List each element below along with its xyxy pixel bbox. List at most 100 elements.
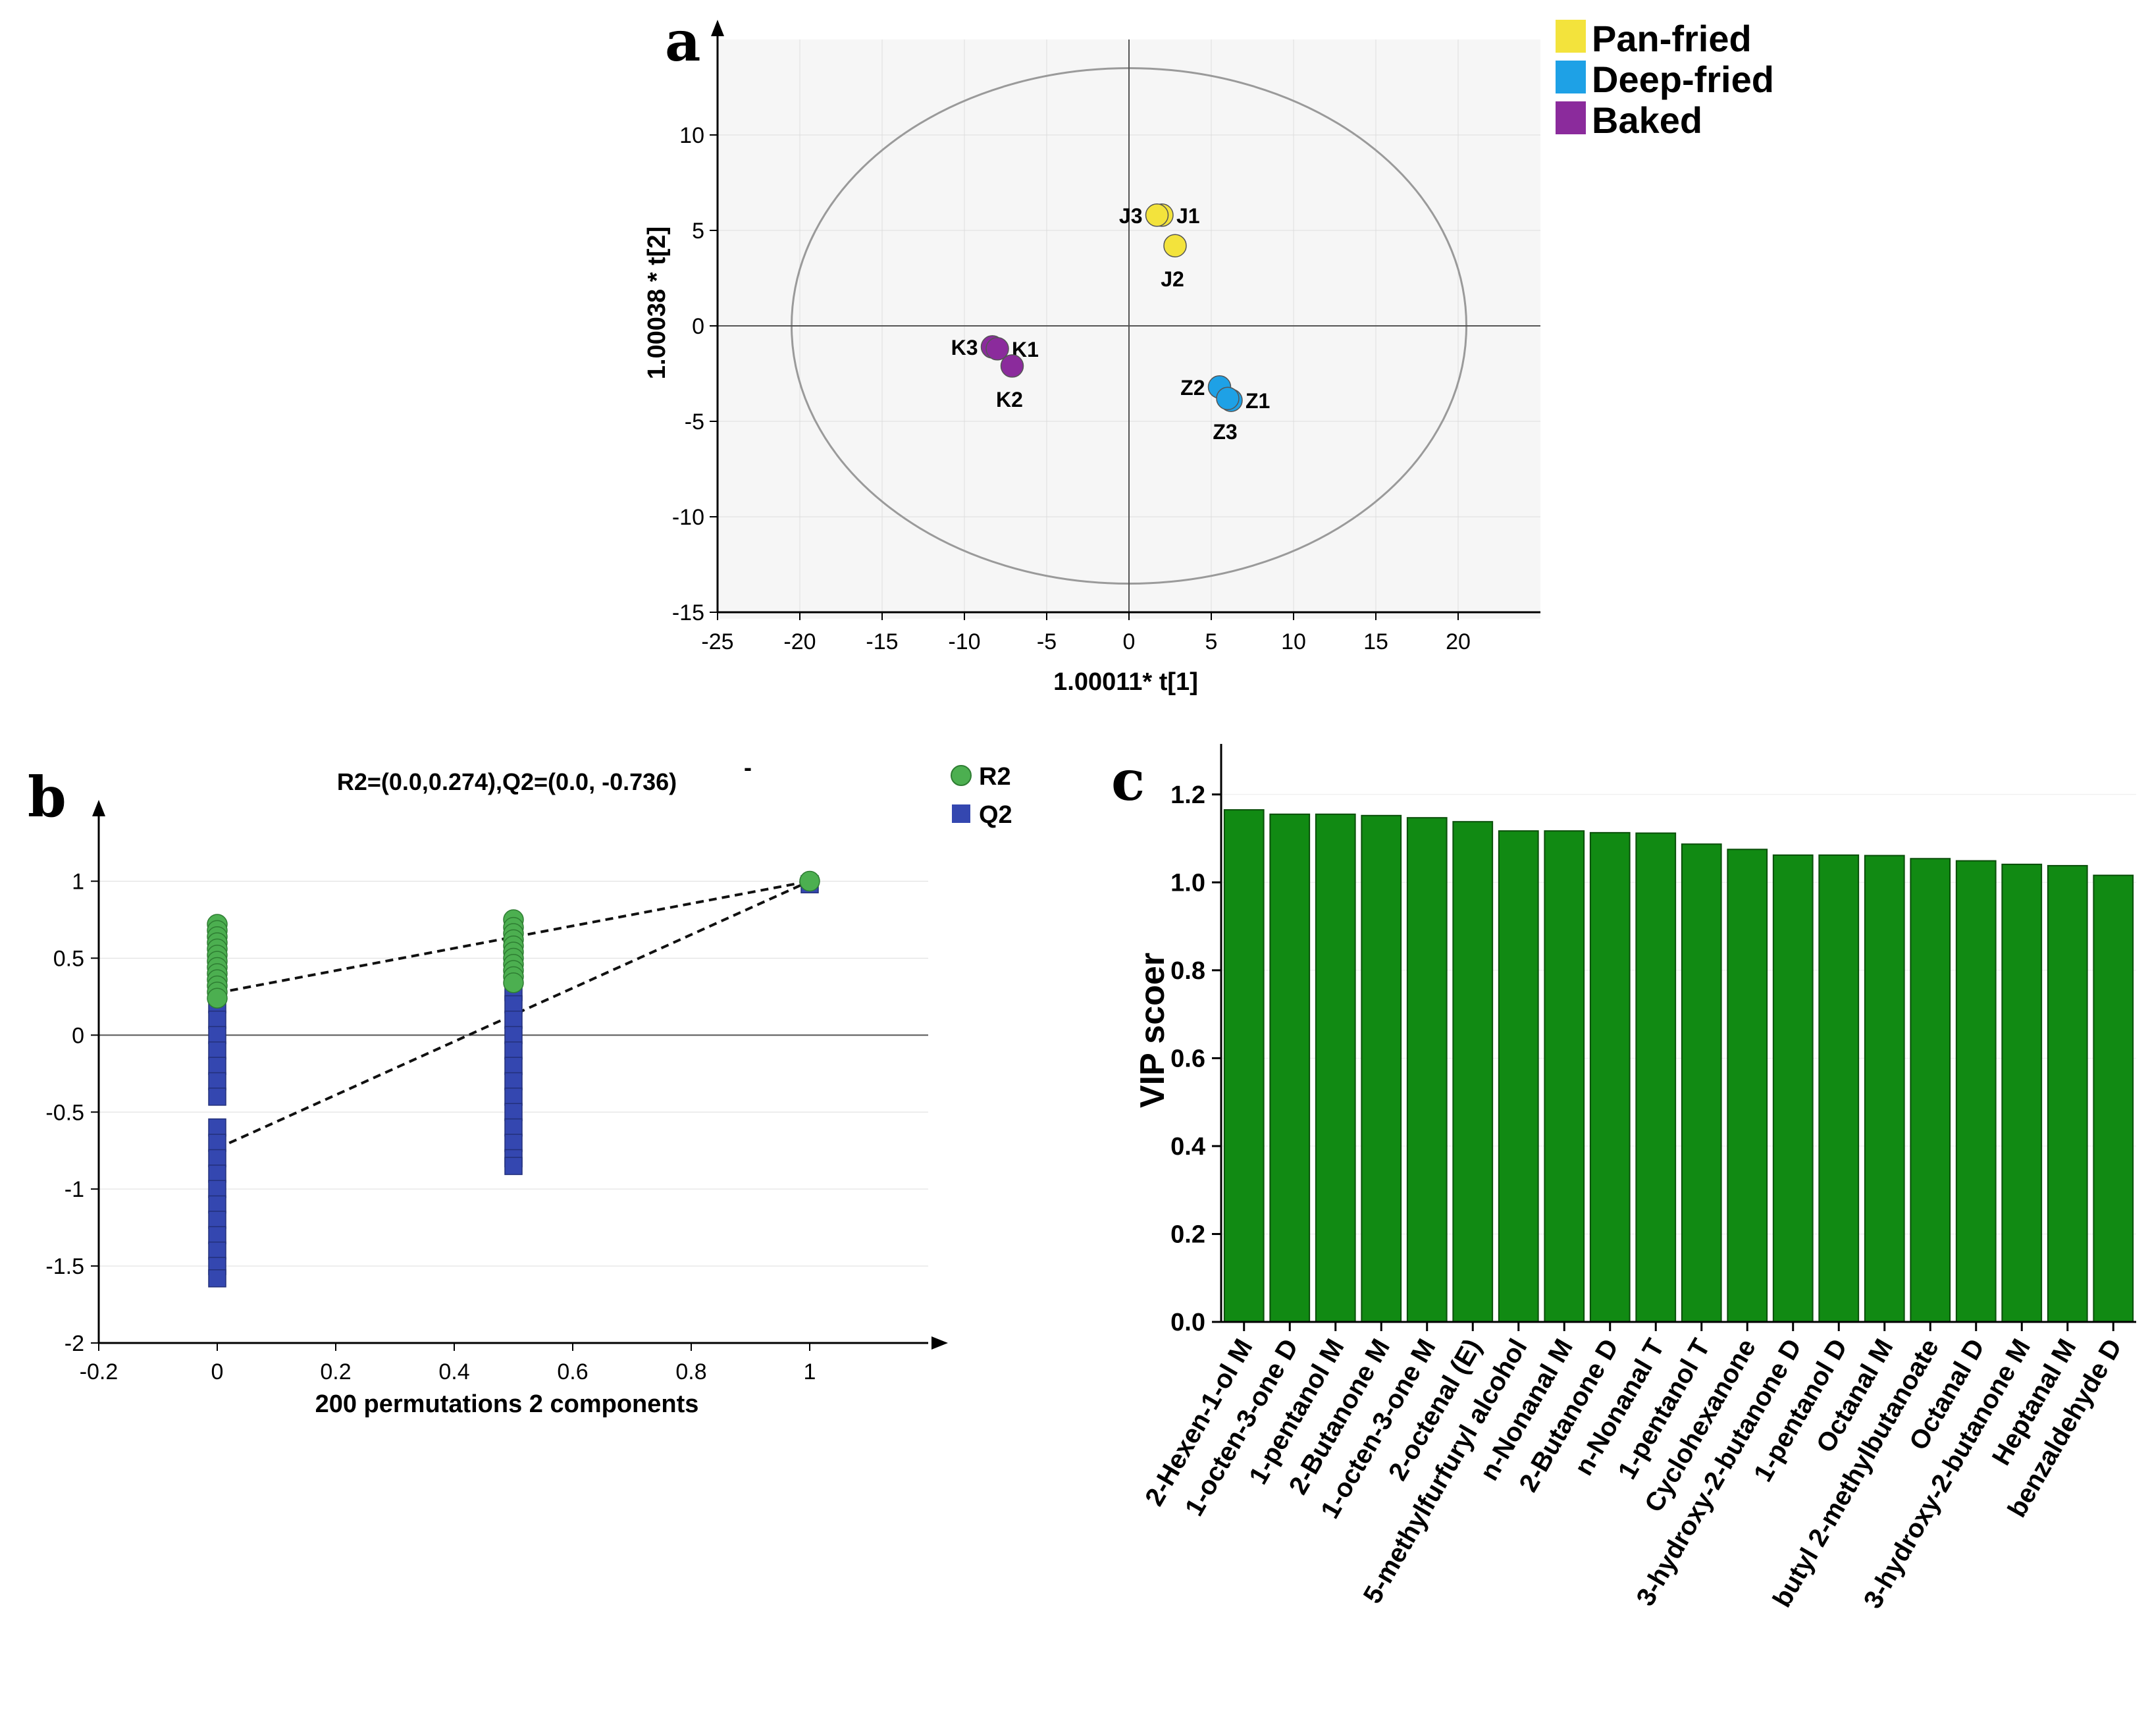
vip-bar (1269, 813, 1311, 1323)
q2-point (208, 1041, 226, 1060)
legend-marker-r2 (951, 765, 972, 786)
regression-line (217, 880, 810, 1150)
y-tick-label: 5 (692, 219, 704, 244)
q2-point (504, 1103, 523, 1122)
vip-bar (1955, 860, 1997, 1323)
r2-point (207, 987, 228, 1009)
point-label: Z3 (1213, 420, 1237, 444)
y-tick-label: -0.5 (45, 1100, 84, 1125)
score-point (985, 337, 1009, 361)
vip-bar (2001, 863, 2043, 1323)
vip-bar (1589, 831, 1631, 1323)
panel-a-x-axis-title: 1.00011* t[1] (1053, 668, 1198, 696)
vip-bar (1544, 830, 1585, 1323)
q2-point (208, 1241, 226, 1260)
y-tick-label: 0.0 (1170, 1309, 1205, 1336)
vip-bar (1406, 817, 1448, 1323)
vip-bar (1910, 858, 1951, 1323)
q2-point (504, 995, 523, 1014)
q2-point (208, 1057, 226, 1075)
panel-b-regression-lines (217, 880, 810, 1150)
legend-swatch-pan-fried (1556, 20, 1586, 53)
panel-a: a -25 -20 -15 -10 -5 0 5 10 15 20 -15 -10 -5 0 5 10 J1 J… (643, 9, 1774, 696)
q2-point (208, 1226, 226, 1245)
y-tick-label: 1.2 (1170, 781, 1205, 809)
x-tick-label: -25 (701, 629, 733, 654)
panel-b-points (207, 870, 820, 1288)
x-tick-label: 0 (211, 1359, 224, 1384)
x-tick-label: 0 (1123, 629, 1136, 654)
panel-b-label: b (28, 764, 66, 829)
panel-a-y-axis-title: 1.00038 * t[2] (643, 226, 671, 379)
x-tick-label: -0.2 (80, 1359, 118, 1384)
vip-bar (2093, 874, 2134, 1323)
q2-point (504, 1157, 523, 1175)
panel-b-title: R2=(0.0,0.274),Q2=(0.0, -0.736) (337, 768, 677, 795)
q2-point (208, 1180, 226, 1198)
panel-b-title-dash: - (744, 754, 752, 781)
x-axis-arrow (931, 1336, 948, 1350)
x-tick-label: -20 (783, 629, 816, 654)
panel-b-legend: R2 Q2 (951, 763, 1012, 829)
point-label: J2 (1161, 267, 1184, 291)
point-label: K3 (951, 336, 978, 359)
score-point (1163, 234, 1187, 257)
panel-b-tick-labels: -0.2 0 0.2 0.4 0.6 0.8 1 -2 -1.5 -1 -0.5 0 0.5 1 (45, 870, 816, 1384)
vip-bar (1635, 832, 1677, 1323)
q2-point (208, 1195, 226, 1214)
panel-c: c 0.0 0.2 0.4 0.6 0.8 1.0 1.2 2-Hexen-1-ol M1-… (1111, 744, 2136, 1614)
y-tick-label: 0.5 (53, 946, 84, 971)
legend-swatch-deep-fried (1556, 61, 1586, 93)
point-label: K2 (996, 388, 1023, 411)
x-tick-label: -15 (866, 629, 898, 654)
vip-bar (1361, 814, 1402, 1323)
q2-point (504, 1134, 523, 1152)
y-tick-label: 0 (692, 314, 704, 339)
legend-label-r2: R2 (979, 763, 1011, 791)
q2-point (504, 1057, 523, 1075)
y-tick-label: 1.0 (1170, 869, 1205, 897)
panel-c-tick-labels: 0.0 0.2 0.4 0.6 0.8 1.0 1.2 (1170, 781, 1221, 1336)
panel-a-legend: Pan-fried Deep-fried Baked (1556, 18, 1774, 141)
x-tick-label: 0.2 (320, 1359, 351, 1384)
r2-point (799, 870, 820, 892)
y-tick-label: 0 (72, 1023, 84, 1048)
y-tick-label: -1 (65, 1177, 84, 1202)
q2-point (504, 1118, 523, 1137)
panel-c-category-labels: 2-Hexen-1-ol M1-octen-3-one D1-pentanol … (1140, 1322, 2128, 1614)
legend-swatch-baked (1556, 101, 1586, 134)
vip-bar (2047, 864, 2088, 1323)
r2-point (503, 972, 524, 993)
x-tick-label: 10 (1281, 629, 1306, 654)
vip-bar (1727, 849, 1768, 1323)
vip-bar (1864, 855, 1905, 1323)
q2-point (208, 1165, 226, 1183)
legend-marker-q2 (952, 804, 970, 823)
q2-point (208, 1118, 226, 1137)
y-tick-label: -5 (685, 409, 704, 434)
y-tick-label: 0.4 (1170, 1133, 1205, 1161)
x-tick-label: -5 (1037, 629, 1057, 654)
panel-c-grid (1221, 794, 2136, 1323)
x-tick-label: 5 (1205, 629, 1218, 654)
vip-bar (1681, 843, 1722, 1323)
legend-label-deep-fried: Deep-fried (1592, 59, 1774, 100)
y-tick-label: 0.8 (1170, 957, 1205, 985)
x-tick-label: 1 (804, 1359, 816, 1384)
y-tick-label: 0.2 (1170, 1221, 1205, 1248)
x-tick-label: 0.8 (675, 1359, 706, 1384)
y-tick-label: -15 (672, 600, 704, 625)
q2-point (208, 1134, 226, 1152)
point-label: J1 (1176, 204, 1200, 228)
regression-line (217, 880, 810, 995)
legend-label-baked: Baked (1592, 99, 1702, 141)
q2-point (504, 1026, 523, 1045)
x-tick-label: 20 (1446, 629, 1471, 654)
q2-point (208, 1026, 226, 1045)
y-tick-label: -2 (65, 1331, 84, 1356)
q2-point (208, 1088, 226, 1106)
q2-point (208, 1149, 226, 1168)
y-tick-label: 10 (679, 123, 704, 148)
